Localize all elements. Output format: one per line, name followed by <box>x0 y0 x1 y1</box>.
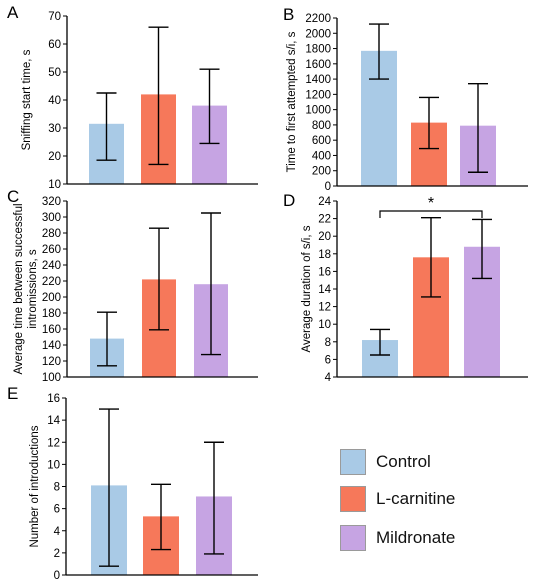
y-tick-label-e: 12 <box>47 437 60 449</box>
y-tick-label-a: 70 <box>48 11 61 23</box>
y-tick-label-d: 4 <box>325 372 332 384</box>
error-bar-a-lcarnitine <box>148 26 169 166</box>
error-bar-b-mildronate <box>468 82 488 173</box>
y-tick-label-b: 2200 <box>305 13 331 25</box>
y-tick-label-b: 400 <box>312 150 331 162</box>
y-tick-label-c: 280 <box>42 228 61 240</box>
y-tick-label-e: 0 <box>54 570 60 582</box>
y-tick-label-d: 16 <box>318 266 331 278</box>
y-axis-label-d: Average duration of s/i, s <box>301 225 313 352</box>
error-bar-c-control <box>97 311 117 367</box>
significance-bracket-line <box>379 210 483 218</box>
y-tick-label-e: 14 <box>47 415 60 427</box>
y-axis-label-e: Number of introductions <box>29 425 41 547</box>
y-tick-label-d: 12 <box>318 302 331 314</box>
y-tick-label-e: 6 <box>54 504 60 516</box>
y-tick-label-b: 2000 <box>305 28 331 40</box>
legend: Control L-carnitine Mildronate <box>340 440 540 560</box>
y-tick-label-e: 4 <box>54 526 61 538</box>
legend-item-control: Control <box>340 448 431 476</box>
y-tick-label-a: 30 <box>48 123 61 135</box>
y-axis-label-b: Time to first attempted s/i, s <box>286 31 298 172</box>
y-tick-label-c: 260 <box>42 244 61 256</box>
error-bar-d-mildronate <box>472 218 492 280</box>
y-tick-label-c: 300 <box>42 212 61 224</box>
y-tick-label-c: 120 <box>42 356 61 368</box>
error-bar-a-mildronate <box>199 68 220 145</box>
y-tick-label-b: 1200 <box>305 89 331 101</box>
y-tick-label-d: 10 <box>318 319 331 331</box>
panel-a: A 10 20 30 40 50 60 70 Sniffing start time, s <box>7 3 258 191</box>
y-tick-label-b: 0 <box>325 181 331 193</box>
y-tick-label-a: 50 <box>48 67 61 79</box>
y-tick-label-b: 1000 <box>305 105 331 117</box>
y-tick-label-c: 240 <box>42 260 61 272</box>
y-tick-label-d: 24 <box>318 196 331 208</box>
y-tick-label-d: 18 <box>318 249 331 261</box>
legend-swatch-control <box>340 449 366 475</box>
y-tick-label-c: 220 <box>42 276 61 288</box>
error-bar-d-control <box>370 328 390 356</box>
y-axis-label-c-line1: Average time between successful <box>13 203 25 374</box>
error-bar-e-lcarnitine <box>151 483 171 551</box>
y-tick-label-b: 800 <box>312 120 331 132</box>
panel-d: D 4 6 8 10 12 14 16 18 20 22 24 Average duration of … <box>283 191 528 384</box>
error-bar-b-control <box>369 23 389 80</box>
y-tick-label-b: 200 <box>312 166 331 178</box>
legend-label-control: Control <box>376 452 431 471</box>
error-bar-a-control <box>96 92 117 161</box>
panel-a-letter: A <box>7 3 19 22</box>
y-tick-label-c: 160 <box>42 324 61 336</box>
y-tick-label-e: 16 <box>47 393 60 405</box>
y-tick-label-b: 1600 <box>305 59 331 71</box>
panel-e: E 0 2 4 6 8 10 12 14 16 Number of introductions <box>7 384 258 582</box>
panel-c: C 100 120 140 160 180 200 220 240 260 280 300 320 Ave… <box>7 187 258 384</box>
y-tick-label-c: 180 <box>42 308 61 320</box>
panel-c-letter: C <box>7 187 19 206</box>
legend-label-mildronate: Mildronate <box>376 528 456 547</box>
error-bar-d-lcarnitine <box>421 217 441 298</box>
y-tick-label-c: 140 <box>42 340 61 352</box>
y-tick-label-e: 8 <box>54 482 60 494</box>
significance-bracket-d <box>379 210 483 218</box>
y-tick-label-a: 20 <box>48 151 61 163</box>
panel-b-letter: B <box>283 5 294 24</box>
y-tick-label-b: 1800 <box>305 44 331 56</box>
legend-item-lcarnitine: L-carnitine <box>340 485 455 513</box>
legend-item-mildronate: Mildronate <box>340 524 455 552</box>
y-tick-label-b: 1400 <box>305 74 331 86</box>
panel-e-letter: E <box>7 384 18 403</box>
y-tick-label-d: 6 <box>325 354 331 366</box>
y-tick-label-c: 320 <box>42 196 61 208</box>
y-tick-label-c: 100 <box>42 372 61 384</box>
y-tick-label-a: 10 <box>48 179 61 191</box>
y-tick-label-d: 22 <box>318 214 331 226</box>
y-tick-label-d: 8 <box>325 337 331 349</box>
y-tick-label-e: 10 <box>47 459 60 471</box>
error-bar-c-mildronate <box>201 212 221 356</box>
y-tick-label-d: 14 <box>318 284 331 296</box>
error-bar-c-lcarnitine <box>149 227 169 331</box>
panel-b: B 0 200 400 600 800 1000 1200 1400 1600 1800 2000 22… <box>283 5 528 193</box>
legend-swatch-lcarnitine <box>340 486 366 512</box>
y-tick-label-d: 20 <box>318 231 331 243</box>
y-tick-label-c: 200 <box>42 292 61 304</box>
y-axis-label-a: Sniffing start time, s <box>21 49 33 150</box>
legend-swatch-mildronate <box>340 525 366 551</box>
panel-d-letter: D <box>283 191 295 210</box>
y-tick-label-a: 40 <box>48 95 61 107</box>
error-bar-e-control <box>99 408 119 567</box>
significance-star-d: * <box>428 195 434 212</box>
error-bar-b-lcarnitine <box>419 96 439 150</box>
legend-label-lcarnitine: L-carnitine <box>376 489 456 508</box>
y-tick-label-b: 600 <box>312 135 331 147</box>
y-tick-label-a: 60 <box>48 39 61 51</box>
error-bar-e-mildronate <box>204 441 224 555</box>
y-axis-label-c-line2: intromissions, s <box>27 249 39 328</box>
y-tick-label-e: 2 <box>54 548 60 560</box>
